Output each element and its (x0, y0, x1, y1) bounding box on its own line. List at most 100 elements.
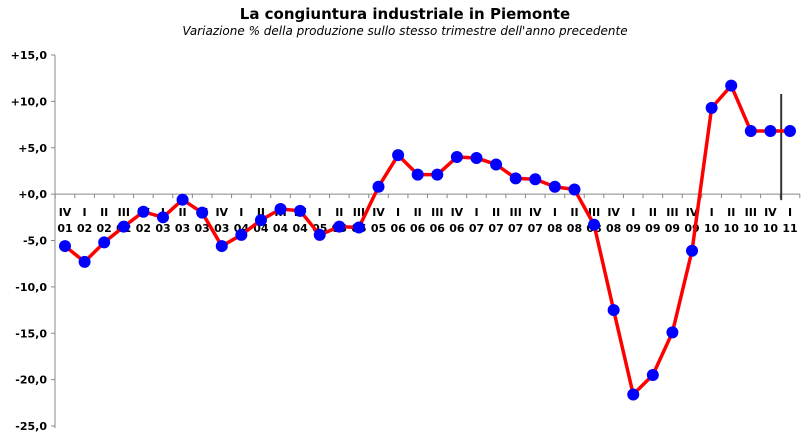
y-tick-label: -15,0 (15, 327, 47, 340)
x-tick-label-year: 02 (97, 222, 112, 235)
data-point (411, 168, 424, 181)
data-point (274, 202, 287, 215)
y-tick-label: -20,0 (15, 374, 47, 387)
y-tick-label: +5,0 (18, 142, 47, 155)
y-tick-label: -10,0 (15, 281, 47, 294)
data-point (98, 236, 111, 249)
x-tick-label-quarter: IV (372, 206, 385, 219)
x-tick-label-quarter: I (553, 206, 557, 219)
data-point (490, 158, 503, 171)
x-tick-label-year: 08 (547, 222, 562, 235)
data-point (686, 244, 699, 257)
data-point (196, 206, 209, 219)
data-point (646, 368, 659, 381)
x-tick-label-quarter: II (727, 206, 735, 219)
x-tick-label-year: 09 (665, 222, 680, 235)
x-tick-label-quarter: I (239, 206, 243, 219)
x-tick-label-quarter: III (666, 206, 678, 219)
x-tick-label-quarter: III (118, 206, 130, 219)
data-point (784, 125, 796, 138)
data-point (548, 180, 561, 193)
y-tick-label: -25,0 (15, 420, 47, 433)
x-tick-label-year: 06 (449, 222, 465, 235)
x-tick-label-year: 04 (292, 222, 308, 235)
x-tick-label-year: 03 (155, 222, 170, 235)
x-tick-label-quarter: IV (529, 206, 542, 219)
data-point (705, 101, 718, 114)
x-tick-label-year: 06 (410, 222, 426, 235)
data-point (627, 388, 640, 401)
data-point (59, 240, 71, 253)
data-point (352, 221, 365, 234)
data-point (333, 220, 346, 233)
x-tick-label-quarter: I (318, 206, 322, 219)
data-point (137, 205, 150, 218)
data-point (215, 240, 228, 253)
x-tick-label-year: 10 (743, 222, 759, 235)
data-point (568, 183, 581, 196)
x-tick-label-year: 06 (390, 222, 406, 235)
x-tick-label-quarter: IV (215, 206, 228, 219)
x-tick-label-year: 11 (782, 222, 797, 235)
x-tick-label-quarter: II (414, 206, 422, 219)
x-tick-label-quarter: IV (607, 206, 620, 219)
x-tick-label-year: 02 (136, 222, 151, 235)
x-tick-label-quarter: III (431, 206, 443, 219)
x-tick-label-year: 07 (508, 222, 523, 235)
x-tick-label-quarter: I (396, 206, 400, 219)
x-tick-label-year: 04 (273, 222, 289, 235)
data-point (744, 125, 757, 138)
chart-subtitle: Variazione % della produzione sullo stes… (182, 24, 628, 38)
x-tick-label-year: 03 (175, 222, 190, 235)
x-tick-label-quarter: II (492, 206, 500, 219)
chart-title: La congiuntura industriale in Piemonte (239, 5, 571, 23)
x-tick-label-quarter: I (710, 206, 714, 219)
x-tick-label-quarter: II (335, 206, 343, 219)
x-tick-label-quarter: I (83, 206, 87, 219)
x-tick-label-year: 06 (430, 222, 446, 235)
x-tick-label-year: 10 (724, 222, 740, 235)
x-tick-label-quarter: IV (59, 206, 72, 219)
x-tick-label-year: 10 (763, 222, 779, 235)
data-point (431, 168, 444, 181)
data-point (254, 214, 267, 227)
x-tick-label-year: 07 (488, 222, 503, 235)
data-point (529, 173, 542, 186)
x-tick-label-year: 08 (606, 222, 621, 235)
data-point (666, 326, 679, 339)
x-tick-label-quarter: II (570, 206, 578, 219)
y-tick-label: +10,0 (11, 95, 48, 108)
x-tick-label-quarter: II (257, 206, 265, 219)
x-tick-label-year: 10 (704, 222, 720, 235)
y-tick-label: +15,0 (11, 49, 48, 62)
x-tick-label-quarter: III (353, 206, 365, 219)
x-tick-label-quarter: II (178, 206, 186, 219)
data-point (470, 151, 483, 164)
data-point (450, 151, 463, 164)
y-tick-label: +0,0 (18, 188, 47, 201)
x-tick-label-year: 07 (469, 222, 484, 235)
data-point (725, 79, 738, 92)
x-tick-label-year: 09 (645, 222, 660, 235)
x-tick-label-year: 01 (57, 222, 72, 235)
x-tick-label-year: 08 (567, 222, 582, 235)
data-point (372, 180, 385, 193)
data-point (607, 304, 620, 317)
x-tick-label-year: 03 (195, 222, 210, 235)
x-tick-label-year: 02 (77, 222, 92, 235)
data-point (78, 255, 91, 268)
x-tick-label-quarter: III (510, 206, 522, 219)
x-tick-label-quarter: I (474, 206, 478, 219)
data-point (176, 193, 189, 206)
x-tick-label-year: 07 (528, 222, 543, 235)
x-tick-label-year: 03 (214, 222, 229, 235)
x-tick-label-quarter: II (100, 206, 108, 219)
x-tick-label-quarter: I (631, 206, 635, 219)
y-tick-label: -5,0 (23, 235, 47, 248)
series-line (63, 83, 790, 397)
data-point (313, 228, 326, 241)
x-tick-label-quarter: IV (764, 206, 777, 219)
x-tick-label-year: 04 (253, 222, 269, 235)
data-point (588, 218, 601, 231)
